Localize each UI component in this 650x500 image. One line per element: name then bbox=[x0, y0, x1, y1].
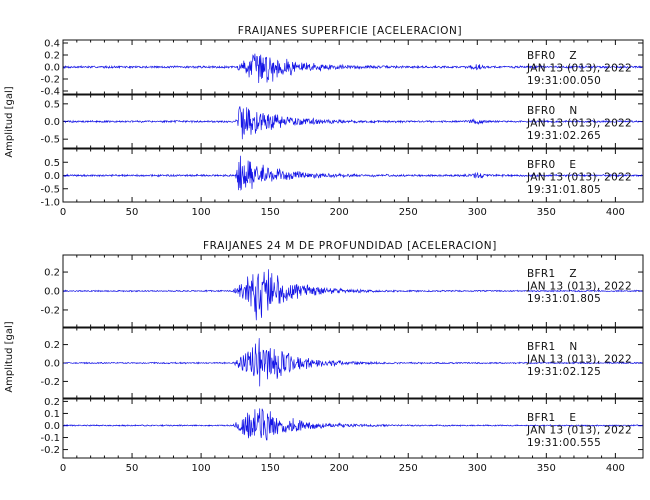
x-tick-label: 200 bbox=[330, 463, 349, 474]
y-tick-label: -0.2 bbox=[40, 75, 60, 86]
station-label: BFR1 Z bbox=[527, 268, 577, 280]
station-name: BFR1 bbox=[527, 341, 555, 353]
x-tick-label: 200 bbox=[330, 207, 349, 218]
station-name: BFR1 bbox=[527, 268, 555, 280]
y-tick-label: -0.4 bbox=[40, 87, 60, 98]
y-tick-label: -1.0 bbox=[40, 198, 60, 209]
component-name: E bbox=[569, 159, 576, 171]
bottom-chart-title: FRAIJANES 24 M DE PROFUNDIDAD [ACELERACI… bbox=[203, 240, 497, 252]
record-date: JAN 13 (013), 2022 bbox=[526, 118, 632, 130]
waveform-trace bbox=[62, 155, 643, 191]
record-time: 19:31:01.805 bbox=[527, 293, 601, 305]
record-time: 19:31:01.805 bbox=[527, 184, 601, 196]
y-tick-label: 0.0 bbox=[44, 171, 60, 182]
x-tick-label: 300 bbox=[468, 207, 487, 218]
waveform-trace bbox=[62, 338, 643, 387]
y-tick-label: -0.2 bbox=[40, 305, 60, 316]
panel-frame bbox=[62, 327, 644, 399]
x-tick-label: 100 bbox=[192, 463, 211, 474]
y-tick-label: 0.5 bbox=[44, 158, 60, 169]
panel-frame bbox=[62, 254, 644, 328]
y-tick-label: 0.2 bbox=[44, 268, 60, 279]
x-tick-label: 250 bbox=[399, 463, 418, 474]
y-tick-label: 0.4 bbox=[44, 39, 60, 50]
waveform-trace bbox=[62, 53, 643, 84]
x-tick-label: 400 bbox=[606, 463, 625, 474]
record-date: JAN 13 (013), 2022 bbox=[526, 63, 632, 75]
panel-frame bbox=[62, 398, 644, 459]
y-tick-label: 0.5 bbox=[44, 99, 60, 110]
y-tick-label: -0.2 bbox=[40, 377, 60, 388]
y-tick-label: 0.2 bbox=[44, 397, 60, 408]
station-name: BFR0 bbox=[527, 50, 555, 62]
y-tick-label: -0.5 bbox=[40, 184, 60, 195]
y-tick-label: 0.2 bbox=[44, 340, 60, 351]
waveform-trace bbox=[62, 106, 643, 140]
panel-frame bbox=[62, 39, 644, 95]
waveform-trace bbox=[62, 269, 643, 321]
panel-frame bbox=[62, 148, 644, 203]
record-date: JAN 13 (013), 2022 bbox=[526, 172, 632, 184]
x-tick-label: 50 bbox=[126, 463, 139, 474]
waveform-trace bbox=[62, 408, 643, 441]
record-time: 19:31:00.050 bbox=[527, 75, 601, 87]
x-tick-label: 300 bbox=[468, 463, 487, 474]
y-axis-label: Amplitud [gal] bbox=[4, 86, 15, 157]
record-date: JAN 13 (013), 2022 bbox=[526, 425, 632, 437]
y-tick-label: 0.0 bbox=[44, 117, 60, 128]
y-tick-label: 0.1 bbox=[44, 409, 60, 420]
record-date: JAN 13 (013), 2022 bbox=[526, 354, 632, 366]
x-tick-label: 150 bbox=[261, 207, 280, 218]
record-time: 19:31:00.555 bbox=[527, 437, 601, 449]
station-name: BFR1 bbox=[527, 412, 555, 424]
x-tick-label: 250 bbox=[399, 207, 418, 218]
x-tick-label: 0 bbox=[60, 207, 66, 218]
station-name: BFR0 bbox=[527, 159, 555, 171]
station-label: BFR0 Z bbox=[527, 50, 577, 62]
top-chart-title: FRAIJANES SUPERFICIE [ACELERACION] bbox=[238, 25, 462, 37]
x-tick-label: 150 bbox=[261, 463, 280, 474]
y-axis-label: Amplitud [gal] bbox=[4, 321, 15, 392]
station-label: BFR0 N bbox=[527, 105, 578, 117]
x-tick-label: 50 bbox=[126, 207, 139, 218]
x-tick-label: 350 bbox=[537, 207, 556, 218]
y-tick-label: 0.0 bbox=[44, 359, 60, 370]
x-tick-label: 0 bbox=[60, 463, 66, 474]
y-tick-label: 0.0 bbox=[44, 421, 60, 432]
y-tick-label: -0.5 bbox=[40, 135, 60, 146]
y-tick-label: 0.2 bbox=[44, 51, 60, 62]
record-time: 19:31:02.265 bbox=[527, 130, 601, 142]
y-tick-label: -0.1 bbox=[40, 433, 60, 444]
x-tick-label: 350 bbox=[537, 463, 556, 474]
station-label: BFR0 E bbox=[527, 159, 576, 171]
y-tick-label: 0.0 bbox=[44, 287, 60, 298]
station-name: BFR0 bbox=[527, 105, 555, 117]
component-name: N bbox=[569, 341, 577, 353]
station-label: BFR1 E bbox=[527, 412, 576, 424]
record-date: JAN 13 (013), 2022 bbox=[526, 281, 632, 293]
x-tick-label: 100 bbox=[192, 207, 211, 218]
station-label: BFR1 N bbox=[527, 341, 578, 353]
component-name: Z bbox=[569, 50, 577, 62]
record-time: 19:31:02.125 bbox=[527, 366, 601, 378]
component-name: E bbox=[569, 412, 576, 424]
y-tick-label: 0.0 bbox=[44, 63, 60, 74]
component-name: Z bbox=[569, 268, 577, 280]
y-tick-label: -0.2 bbox=[40, 445, 60, 456]
panel-frame bbox=[62, 94, 644, 149]
x-tick-label: 400 bbox=[606, 207, 625, 218]
component-name: N bbox=[569, 105, 577, 117]
